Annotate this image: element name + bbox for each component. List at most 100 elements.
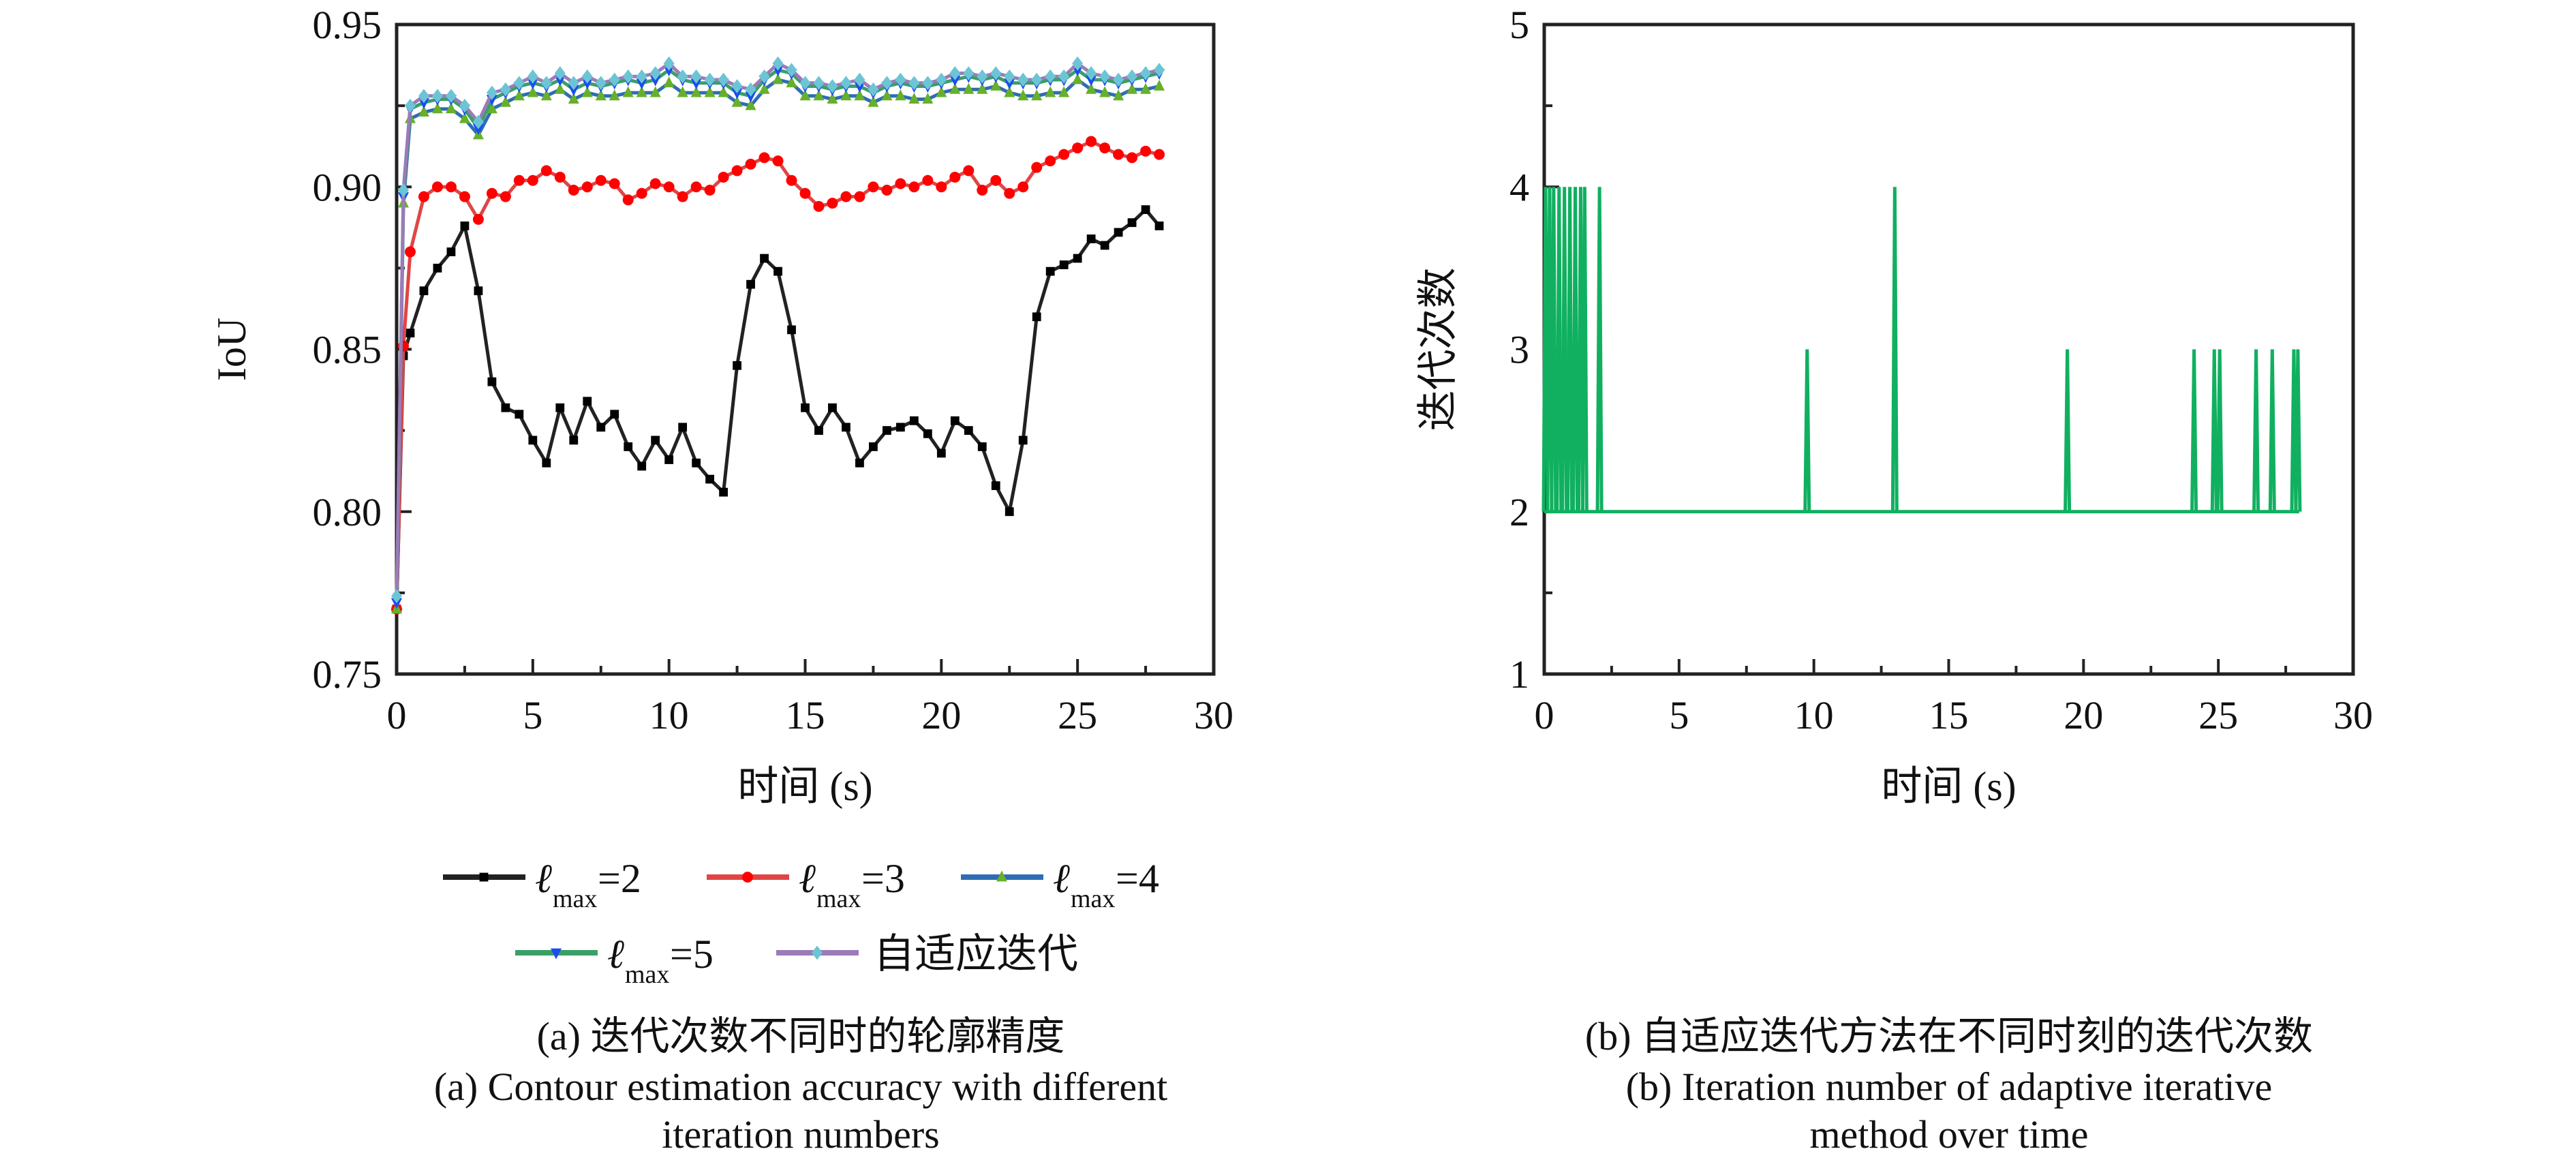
marker-circle — [799, 187, 811, 199]
series-spike — [2190, 349, 2198, 512]
marker-triangle-up — [663, 76, 675, 88]
y-tick-label: 0.95 — [313, 3, 382, 47]
marker-triangle-down — [745, 91, 756, 103]
marker-diamond — [472, 114, 484, 129]
legend-label-symbol: ℓ — [1053, 856, 1070, 901]
marker-square — [1059, 260, 1069, 270]
marker-square — [950, 416, 960, 425]
marker-diamond — [404, 98, 416, 113]
series-spike — [2252, 349, 2260, 512]
marker-circle — [649, 178, 661, 189]
series-spike — [2294, 349, 2302, 512]
marker-square — [1073, 254, 1082, 263]
marker-circle — [813, 200, 825, 212]
marker-diamond — [704, 72, 716, 87]
marker-circle — [690, 181, 702, 193]
marker-triangle-up — [881, 89, 893, 101]
x-tick-label: 0 — [1535, 693, 1554, 737]
marker-square — [1045, 266, 1055, 276]
marker-triangle-up — [690, 86, 702, 97]
series-ℓmax=2 — [392, 205, 1164, 614]
marker-circle — [742, 872, 753, 883]
marker-triangle-up — [936, 86, 947, 97]
marker-circle — [500, 191, 511, 202]
marker-diamond — [1072, 56, 1084, 71]
legend-label-subscript: max — [816, 885, 861, 913]
marker-triangle-up — [1017, 89, 1029, 101]
marker-circle — [1140, 145, 1152, 157]
marker-square — [433, 263, 442, 273]
marker-square — [869, 442, 878, 451]
caption-a-en-1: (a) Contour estimation accuracy with dif… — [434, 1065, 1167, 1109]
series-line — [395, 78, 1160, 609]
marker-triangle-up — [1086, 82, 1097, 94]
x-axis-label: 时间 (s) — [737, 764, 872, 809]
marker-triangle-up — [445, 102, 457, 114]
marker-circle — [704, 185, 716, 196]
marker-diamond — [397, 183, 409, 198]
marker-circle — [718, 171, 729, 183]
marker-triangle-down — [391, 598, 402, 609]
marker-circle — [404, 246, 416, 258]
x-tick-label: 10 — [1794, 693, 1834, 737]
series-ℓmax=3 — [391, 136, 1165, 615]
marker-square — [405, 328, 415, 338]
marker-square — [583, 397, 592, 406]
marker-diamond — [391, 589, 402, 604]
x-tick-label: 30 — [1194, 693, 1233, 737]
legend-label: 自适应迭代 — [874, 932, 1078, 977]
marker-diamond — [1154, 63, 1165, 78]
marker-diamond — [1045, 69, 1056, 84]
x-tick-label: 25 — [2198, 693, 2238, 737]
series-line — [395, 61, 1160, 596]
marker-triangle-down — [472, 124, 484, 136]
series-spike — [1595, 187, 1604, 512]
marker-diamond — [486, 85, 497, 100]
marker-diamond — [1126, 69, 1138, 84]
marker-circle — [963, 165, 975, 177]
marker-diamond — [1086, 66, 1097, 80]
marker-circle — [827, 198, 838, 209]
marker-square — [923, 429, 932, 438]
x-tick-label: 20 — [921, 693, 961, 737]
marker-triangle-up — [1031, 89, 1043, 101]
marker-triangle-up — [1099, 86, 1111, 97]
caption-b-en-2: method over time — [1809, 1112, 2088, 1157]
marker-square — [936, 448, 946, 458]
marker-circle — [595, 174, 607, 186]
marker-triangle-up — [772, 73, 784, 85]
marker-circle — [486, 187, 497, 199]
marker-triangle-up — [513, 89, 525, 101]
marker-diamond — [445, 89, 457, 104]
legend-item: ℓ max =2 — [443, 856, 641, 913]
marker-circle — [977, 185, 988, 196]
marker-square — [501, 403, 510, 412]
marker-square — [1005, 507, 1014, 517]
marker-circle — [1045, 155, 1056, 167]
marker-diamond — [840, 76, 852, 91]
marker-circle — [758, 152, 770, 164]
legend-label-value: =2 — [598, 856, 641, 901]
marker-diamond — [663, 56, 675, 71]
marker-diamond — [677, 69, 688, 84]
marker-triangle-up — [745, 99, 756, 110]
marker-triangle-up — [595, 89, 607, 101]
y-tick-label: 0.80 — [313, 490, 382, 534]
marker-triangle-up — [609, 89, 620, 101]
marker-square — [651, 435, 660, 445]
marker-square — [1154, 221, 1164, 230]
y-tick-label: 0.90 — [313, 165, 382, 209]
marker-square — [474, 286, 483, 296]
marker-triangle-down — [568, 85, 579, 96]
series-spike — [1550, 187, 1558, 512]
y-tick-label: 0.85 — [313, 328, 382, 372]
marker-diamond — [609, 72, 620, 87]
marker-square — [909, 416, 919, 425]
legend-label-symbol: ℓ — [607, 932, 624, 977]
marker-square — [991, 481, 1000, 491]
marker-triangle-up — [554, 82, 566, 94]
legend-label-value: =5 — [670, 932, 714, 977]
marker-circle — [677, 191, 688, 202]
marker-triangle-up — [1004, 86, 1015, 97]
